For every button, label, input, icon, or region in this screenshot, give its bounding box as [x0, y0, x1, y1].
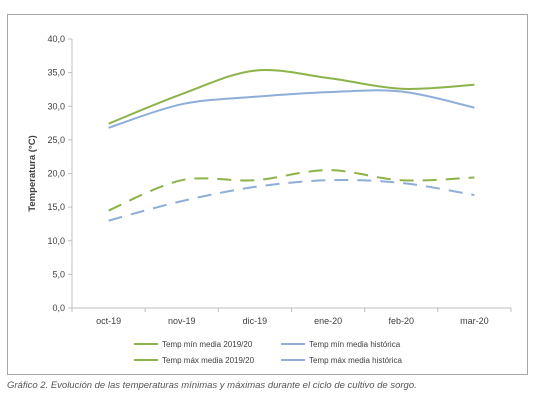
x-tick-label: dic-19 — [243, 316, 268, 326]
x-tick-label: feb-20 — [388, 316, 414, 326]
y-axis-title: Temperatura (°C) — [27, 135, 38, 211]
y-tick-label: 5,0 — [52, 269, 65, 279]
line-chart: 0,0 5,0 10,0 15,0 20,0 25,0 30,0 35,0 40,0 oct-19… — [27, 34, 512, 365]
legend-label-3: Temp máx media 2019/20 — [162, 356, 255, 365]
x-tick-label: ene-20 — [314, 316, 342, 326]
series-line-2 — [108, 179, 475, 222]
series-line-4 — [108, 89, 475, 129]
legend-label-1: Temp mín media 2019/20 — [162, 340, 253, 349]
series-line-3 — [108, 69, 475, 125]
legend-label-4: Temp máx media histórica — [309, 356, 402, 365]
y-tick-label: 30,0 — [47, 101, 65, 111]
x-tick-label: oct-19 — [96, 316, 121, 326]
series-line-1 — [108, 169, 475, 212]
y-tick-label: 10,0 — [47, 236, 65, 246]
x-tick-label: mar-20 — [460, 316, 489, 326]
y-tick-label: 20,0 — [47, 169, 65, 179]
legend-label-2: Temp mín media histórica — [309, 340, 401, 349]
y-tick-label: 40,0 — [47, 34, 65, 44]
figure-caption: Gráfico 2. Evolución de las temperaturas… — [7, 380, 417, 391]
y-tick-label: 15,0 — [47, 202, 65, 212]
y-tick-label: 35,0 — [47, 68, 65, 78]
y-tick-label: 0,0 — [52, 303, 65, 313]
y-tick-label: 25,0 — [47, 135, 65, 145]
x-tick-label: nov-19 — [168, 316, 196, 326]
chart-frame: 0,0 5,0 10,0 15,0 20,0 25,0 30,0 35,0 40,0 oct-19… — [7, 14, 528, 375]
